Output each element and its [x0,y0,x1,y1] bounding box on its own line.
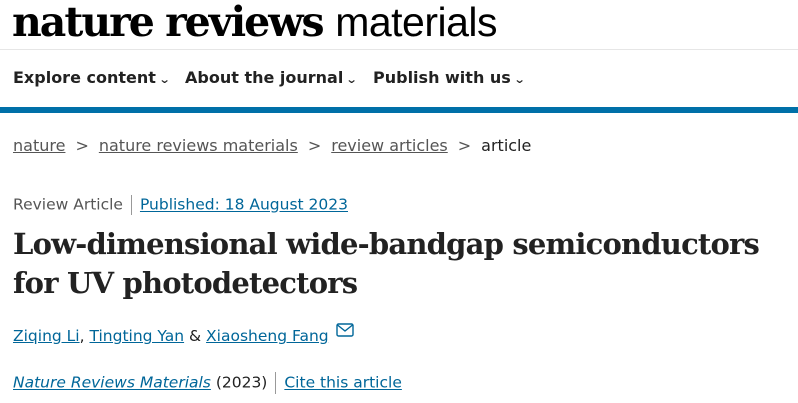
chevron-right-icon: > [307,136,322,155]
author-list: Ziqing Li, Tingting Yan & Xiaosheng Fang [13,323,354,345]
article-meta: Review Article Published: 18 August 2023 [13,195,348,215]
chevron-down-icon: ⌄ [158,73,171,86]
author-link[interactable]: Xiaosheng Fang [206,327,329,345]
separator [130,195,132,215]
breadcrumb: nature > nature reviews materials > review a… [13,136,531,155]
author-link[interactable]: Ziqing Li [13,327,80,345]
chevron-right-icon: > [457,136,472,155]
chevron-right-icon: > [75,136,89,155]
journal-logo[interactable]: nature reviews materials [12,0,498,46]
breadcrumb-nature[interactable]: nature [13,136,66,155]
divider [0,49,798,50]
journal-link[interactable]: Nature Reviews Materials [13,373,211,392]
separator [275,372,277,394]
article-title: Low-dimensional wide-bandgap semiconduct… [13,227,760,300]
published-date-link[interactable]: Published: 18 August 2023 [139,195,348,214]
author-link[interactable]: Tingting Yan [89,327,185,345]
nav-publish-with-us[interactable]: Publish with us ⌄ [373,68,526,87]
chevron-down-icon: ⌄ [513,73,526,86]
article-type: Review Article [13,195,123,214]
breadcrumb-review-articles[interactable]: review articles [331,136,448,155]
email-icon[interactable] [335,323,354,337]
breadcrumb-journal[interactable]: nature reviews materials [98,136,298,155]
cite-this-article-link[interactable]: Cite this article [284,373,402,392]
citation-line: Nature Reviews Materials (2023) Cite this… [13,372,402,394]
accent-bar [0,107,798,113]
breadcrumb-current: article [481,136,532,155]
nav-about-journal[interactable]: About the journal ⌄ [185,68,358,87]
nav-explore-content[interactable]: Explore content ⌄ [13,68,171,87]
chevron-down-icon: ⌄ [345,73,358,86]
